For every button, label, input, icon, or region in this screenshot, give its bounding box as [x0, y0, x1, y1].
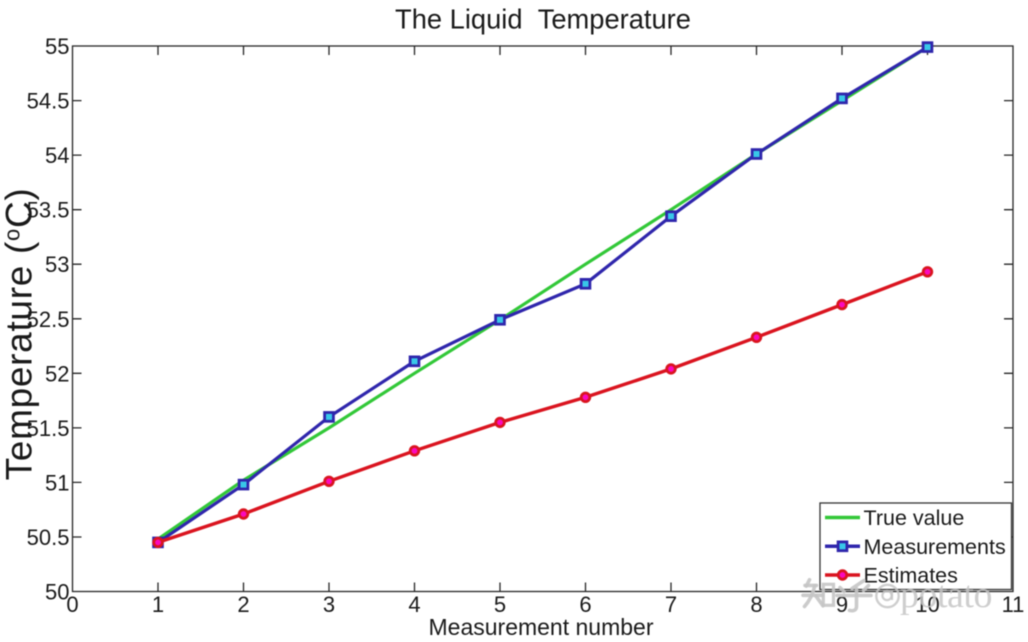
- svg-text:51.5: 51.5: [27, 416, 70, 441]
- svg-text:51: 51: [45, 470, 69, 495]
- svg-text:4: 4: [408, 592, 420, 617]
- svg-text:Measurements: Measurements: [864, 535, 1006, 559]
- svg-text:52.5: 52.5: [27, 307, 70, 332]
- svg-text:9: 9: [836, 592, 848, 617]
- svg-text:5: 5: [494, 592, 506, 617]
- svg-text:6: 6: [579, 592, 591, 617]
- svg-text:True value: True value: [864, 506, 965, 530]
- svg-text:2: 2: [237, 592, 249, 617]
- svg-text:53: 53: [45, 252, 69, 277]
- svg-text:3: 3: [323, 592, 335, 617]
- svg-text:0: 0: [66, 592, 78, 617]
- svg-text:Estimates: Estimates: [864, 564, 958, 588]
- svg-text:50.5: 50.5: [27, 525, 70, 550]
- svg-text:55: 55: [45, 34, 69, 59]
- svg-text:potato: potato: [900, 574, 992, 616]
- svg-text:54: 54: [45, 143, 69, 168]
- svg-text:50: 50: [45, 580, 69, 605]
- svg-text:52: 52: [45, 361, 69, 386]
- svg-text:10: 10: [915, 592, 939, 617]
- svg-text:8: 8: [750, 592, 762, 617]
- svg-text:7: 7: [665, 592, 677, 617]
- svg-text:1: 1: [152, 592, 164, 617]
- svg-text:Measurement number: Measurement number: [429, 614, 654, 640]
- svg-text:54.5: 54.5: [27, 89, 70, 114]
- svg-text:53.5: 53.5: [27, 198, 70, 223]
- svg-text:11: 11: [1002, 592, 1025, 617]
- svg-text:The Liquid Temperature: The Liquid Temperature: [395, 4, 691, 35]
